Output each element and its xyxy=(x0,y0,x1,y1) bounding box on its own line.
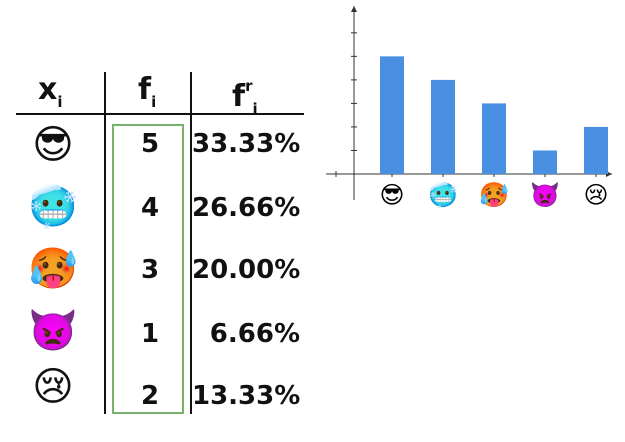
frequency-value: 3 xyxy=(140,255,160,285)
header-fr-superscript: r xyxy=(245,77,253,95)
chart-axes xyxy=(326,6,612,200)
angry-devil-emoji: 👿 xyxy=(28,308,78,354)
x-tick-label-angry-devil-emoji: 👿 xyxy=(530,181,560,209)
crying-face-emoji: 😢 xyxy=(32,364,74,410)
bar-chart: 😎 🥶 🥵 👿 😢 xyxy=(326,6,612,209)
header-fri: fri xyxy=(232,70,258,118)
relative-frequency-value: 33.33% xyxy=(192,129,301,159)
bar-cool-face-emoji xyxy=(380,56,404,175)
header-x-subscript: i xyxy=(57,93,63,111)
cold-face-emoji: 🥶 xyxy=(28,184,78,230)
bar-hot-face-emoji xyxy=(482,103,506,174)
y-axis-arrow xyxy=(351,6,357,12)
frequency-value: 2 xyxy=(140,381,160,411)
header-fr-label: f xyxy=(232,79,246,114)
relative-frequency-value: 13.33% xyxy=(192,381,301,411)
relative-frequency-value: 20.00% xyxy=(192,255,301,285)
column-divider-1 xyxy=(104,72,106,414)
chart-bars xyxy=(380,56,608,175)
header-divider xyxy=(16,113,304,115)
header-fr-subscript: i xyxy=(252,100,258,118)
frequency-highlight-box xyxy=(112,124,184,414)
header-fi: fi xyxy=(138,70,157,111)
x-tick-label-hot-face-emoji: 🥵 xyxy=(479,181,509,209)
x-tick-label-crying-face-emoji: 😢 xyxy=(583,181,608,209)
relative-frequency-value: 6.66% xyxy=(209,319,300,349)
header-f-label: f xyxy=(138,72,152,107)
cool-face-emoji: 😎 xyxy=(32,122,74,168)
bar-angry-devil-emoji xyxy=(533,150,557,174)
frequency-value: 4 xyxy=(140,193,160,223)
column-divider-2 xyxy=(190,72,192,414)
header-f-subscript: i xyxy=(151,93,157,111)
x-tick-label-cool-face-emoji: 😎 xyxy=(379,181,404,209)
relative-frequency-value: 26.66% xyxy=(192,193,301,223)
header-x-label: x xyxy=(38,72,58,107)
header-xi: xi xyxy=(38,70,63,111)
frequency-table: xi fi fri 😎 5 33.33% 🥶 4 26.66% 🥵 3 20.0… xyxy=(16,70,304,414)
x-tick-label-cold-face-emoji: 🥶 xyxy=(428,180,458,209)
frequency-value: 1 xyxy=(140,319,160,349)
frequency-value: 5 xyxy=(140,129,160,159)
bar-cold-face-emoji xyxy=(431,79,455,174)
bar-crying-face-emoji xyxy=(584,126,608,174)
chart-x-ticks: 😎 🥶 🥵 👿 😢 xyxy=(379,180,608,209)
hot-face-emoji: 🥵 xyxy=(28,246,78,292)
